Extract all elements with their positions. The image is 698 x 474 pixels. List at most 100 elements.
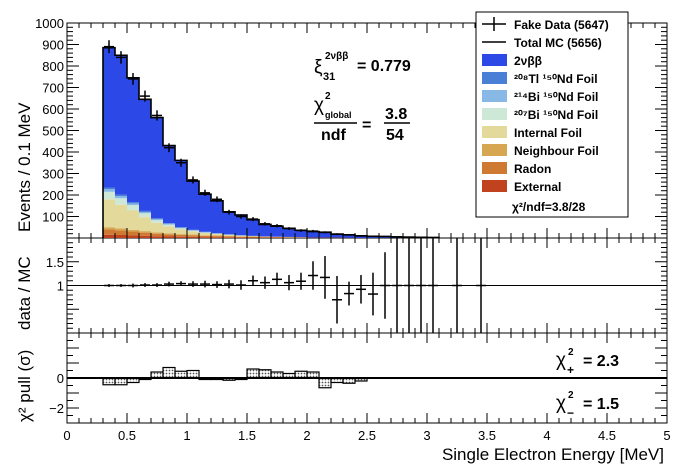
ratio-point — [308, 261, 318, 290]
stack-bar — [307, 231, 320, 238]
legend-swatch — [482, 72, 507, 84]
tick-label: 1 — [183, 428, 190, 443]
stack-bar — [175, 234, 188, 235]
stack-bar — [199, 194, 212, 232]
stack-bar — [163, 233, 176, 235]
legend-item: Radon — [482, 162, 551, 176]
xi-value: = 0.779 — [357, 58, 411, 75]
stack-bar — [199, 235, 212, 238]
stack-bar — [139, 99, 152, 211]
data-point — [116, 51, 126, 64]
stack-bar — [175, 236, 188, 238]
stack-bar — [247, 219, 260, 236]
chi-plus-symbol: χ — [556, 350, 566, 371]
ratio-point — [428, 238, 438, 333]
legend-item: Neighbour Foil — [482, 144, 599, 158]
xi-superscript: 2νββ — [325, 51, 348, 62]
chi-minus-annotation: χ 2 − = 1.5 — [556, 390, 619, 420]
ratio-point — [416, 238, 426, 333]
stack-bar — [175, 234, 188, 237]
stack-bar — [115, 55, 128, 195]
ratio-point — [212, 281, 222, 288]
tick-label: 800 — [42, 59, 64, 74]
data-point — [332, 233, 342, 236]
legend-label: Total MC (5656) — [514, 36, 602, 50]
data-point — [284, 227, 294, 230]
data-point — [200, 189, 210, 196]
legend-label: Internal Foil — [514, 126, 582, 140]
tick-label: 100 — [42, 210, 64, 225]
stack-bar — [139, 211, 152, 214]
legend-item: 2νββ — [482, 54, 542, 68]
ratio-point — [344, 281, 354, 306]
stack-bar — [103, 227, 116, 230]
ratio-point — [392, 238, 402, 333]
stack-bar — [103, 199, 116, 228]
legend-label: ²¹⁴Bi ¹⁵⁰Nd Foil — [514, 90, 598, 104]
stack-bar — [151, 232, 164, 234]
data-point — [164, 143, 174, 153]
stack-bar — [163, 226, 176, 234]
stack-bar — [115, 228, 128, 231]
legend-swatch — [482, 126, 507, 138]
tick-label: −2 — [49, 401, 64, 416]
ratio-point — [176, 281, 186, 286]
xi-subscript: 31 — [323, 71, 335, 83]
ratio-point — [368, 272, 378, 316]
stack-bar — [175, 227, 188, 229]
tick-label: 1.5 — [46, 255, 64, 270]
pull-bar — [186, 369, 200, 379]
stack-bar — [163, 224, 176, 227]
pull-bar — [246, 368, 260, 379]
legend-label: Neighbour Foil — [514, 144, 599, 158]
xi-annotation: ξ 2νββ 31 = 0.779 — [314, 51, 411, 83]
stack-bar — [139, 213, 152, 218]
chi2-value-denominator: 54 — [386, 127, 404, 144]
ratio-points — [67, 238, 667, 333]
stack-bar — [199, 233, 212, 236]
chi2-equals: = — [362, 117, 371, 134]
ratio-point — [284, 275, 294, 291]
stack-bar — [127, 202, 140, 204]
tick-label: 2 — [303, 428, 310, 443]
ratio-point — [104, 284, 114, 287]
legend: Fake Data (5647) Total MC (5656) 2νββ ²⁰⁸Tl… — [475, 11, 629, 218]
tick-label: 3 — [423, 428, 430, 443]
legend-swatch — [482, 90, 507, 102]
stack-bar — [103, 187, 116, 190]
ratio-point — [188, 281, 198, 287]
data-point — [272, 224, 282, 228]
stack-bar — [235, 214, 248, 236]
stack-bar — [235, 235, 248, 237]
legend-swatch — [482, 54, 507, 66]
tick-label: 4 — [543, 428, 550, 443]
stack-bar — [151, 117, 164, 219]
stack-bar — [115, 196, 128, 199]
stack-bar — [367, 236, 380, 238]
stack-bar — [211, 237, 224, 238]
stack-bar — [127, 235, 140, 238]
chi-plus-value: = 2.3 — [583, 353, 619, 370]
stack-bar — [187, 236, 200, 238]
stack-bar — [247, 236, 260, 238]
stack-bar — [175, 227, 188, 228]
stack-bar — [139, 232, 152, 236]
tick-label: 5 — [663, 428, 670, 443]
pull-bar — [162, 366, 176, 379]
stack-bar — [127, 203, 140, 206]
stack-bar — [175, 229, 188, 235]
ratio-point — [164, 281, 174, 287]
data-point — [356, 235, 366, 237]
stack-bar — [139, 231, 152, 233]
data-point — [260, 222, 270, 226]
ratio-point — [452, 238, 462, 333]
stack-bar — [103, 234, 116, 238]
stack-bar — [211, 236, 224, 238]
ratio-point — [404, 238, 414, 333]
data-point — [368, 235, 378, 238]
stack-bar — [151, 218, 164, 220]
stack-bar — [355, 235, 368, 238]
stack-bar — [127, 231, 140, 236]
stack-bar — [127, 205, 140, 211]
pull-bar — [102, 377, 116, 386]
